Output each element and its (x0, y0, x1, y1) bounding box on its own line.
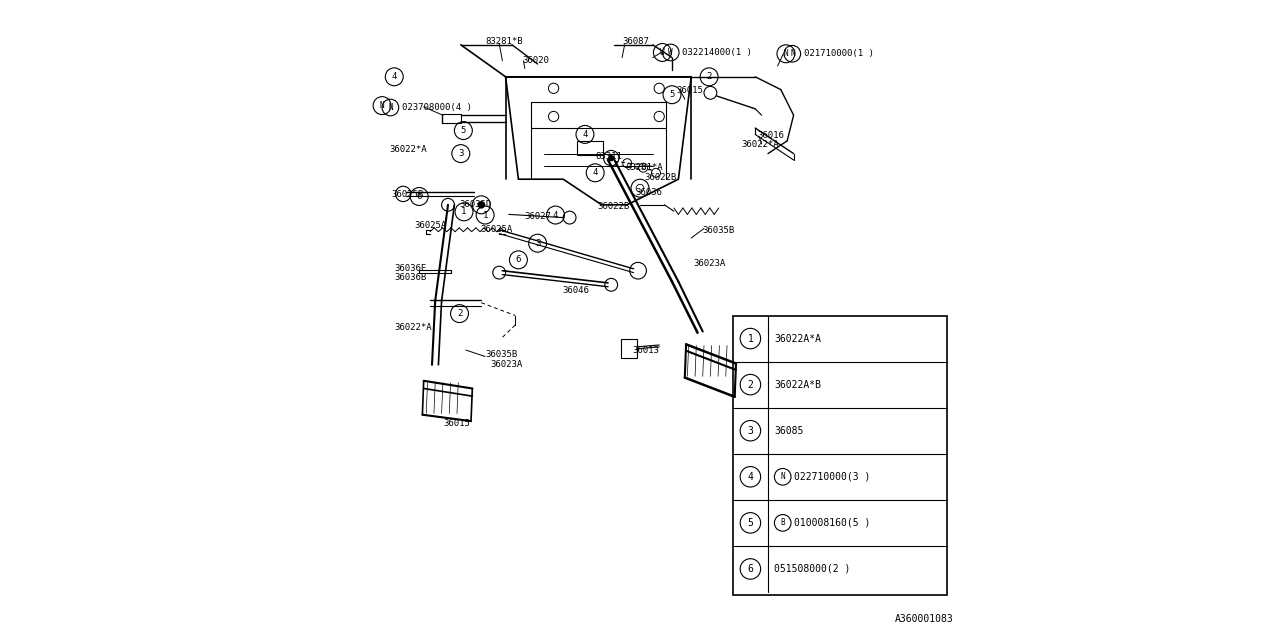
Text: 5: 5 (669, 90, 675, 99)
Text: B: B (781, 518, 785, 527)
Text: 4: 4 (748, 472, 754, 482)
Text: 1: 1 (748, 333, 754, 344)
Text: 36025A: 36025A (415, 221, 447, 230)
Text: 36022*A: 36022*A (741, 140, 778, 149)
Text: 4: 4 (553, 211, 558, 220)
Text: 83281*A: 83281*A (625, 163, 663, 172)
Text: N: N (380, 101, 384, 110)
Text: 032214000(1 ): 032214000(1 ) (682, 48, 753, 57)
Text: 022710000(3 ): 022710000(3 ) (794, 472, 870, 482)
Text: 36023A: 36023A (694, 259, 726, 268)
Text: 36085: 36085 (774, 426, 804, 436)
Text: 023708000(4 ): 023708000(4 ) (402, 103, 472, 112)
Text: 36013: 36013 (632, 346, 659, 355)
Bar (621, 339, 637, 358)
Text: 36025A: 36025A (480, 225, 512, 234)
Text: 36087: 36087 (623, 37, 649, 46)
Text: 36027: 36027 (525, 212, 552, 221)
Text: 2: 2 (707, 72, 712, 81)
Text: 1: 1 (461, 207, 467, 216)
Text: W: W (668, 48, 673, 57)
Text: 36036B: 36036B (394, 273, 426, 282)
Text: 36022B: 36022B (645, 173, 677, 182)
Text: 6: 6 (416, 192, 422, 201)
Text: 36015: 36015 (444, 419, 470, 428)
Text: 021710000(1 ): 021710000(1 ) (804, 49, 874, 58)
Text: 2: 2 (748, 380, 754, 390)
Text: 36022*A: 36022*A (389, 145, 426, 154)
Text: 36046: 36046 (562, 286, 589, 295)
Text: 36036: 36036 (635, 188, 662, 196)
Text: 36035D: 36035D (460, 200, 492, 209)
Text: 36035B: 36035B (703, 226, 735, 235)
Text: N: N (790, 49, 795, 58)
Text: A360001083: A360001083 (895, 614, 954, 624)
Text: 36022B: 36022B (596, 202, 630, 211)
Text: N: N (783, 49, 788, 58)
Text: 36020: 36020 (522, 56, 549, 65)
Text: 4: 4 (392, 72, 397, 81)
Text: 3: 3 (458, 149, 463, 158)
Text: N: N (781, 472, 785, 481)
Text: W: W (660, 48, 664, 57)
Text: 36023A: 36023A (490, 360, 522, 369)
Text: 4: 4 (593, 168, 598, 177)
Circle shape (608, 155, 614, 161)
Text: 3: 3 (748, 426, 754, 436)
Text: 010008160(5 ): 010008160(5 ) (794, 518, 870, 528)
Text: 2: 2 (457, 309, 462, 318)
Text: 5: 5 (461, 126, 466, 135)
Text: 36036E: 36036E (394, 264, 426, 273)
Text: 36015: 36015 (677, 86, 703, 95)
Text: 83311: 83311 (595, 152, 622, 161)
Text: 36022A*A: 36022A*A (774, 333, 822, 344)
Text: 83281*B: 83281*B (485, 37, 522, 46)
Text: 3: 3 (535, 239, 540, 248)
Text: 36025B: 36025B (392, 190, 424, 199)
Text: 6: 6 (748, 564, 754, 574)
Text: 36022*A: 36022*A (394, 323, 431, 332)
Bar (732, 316, 947, 595)
Bar (577, 141, 603, 155)
Text: 051508000(2 ): 051508000(2 ) (774, 564, 851, 574)
Text: 4: 4 (582, 130, 588, 139)
Text: 36022A*B: 36022A*B (774, 380, 822, 390)
Circle shape (477, 201, 485, 209)
Text: 1: 1 (483, 211, 488, 220)
Text: 5: 5 (748, 518, 754, 528)
Text: 36016: 36016 (758, 131, 783, 140)
Text: 36035B: 36035B (485, 350, 517, 359)
Text: 6: 6 (516, 255, 521, 264)
Text: N: N (388, 103, 393, 112)
